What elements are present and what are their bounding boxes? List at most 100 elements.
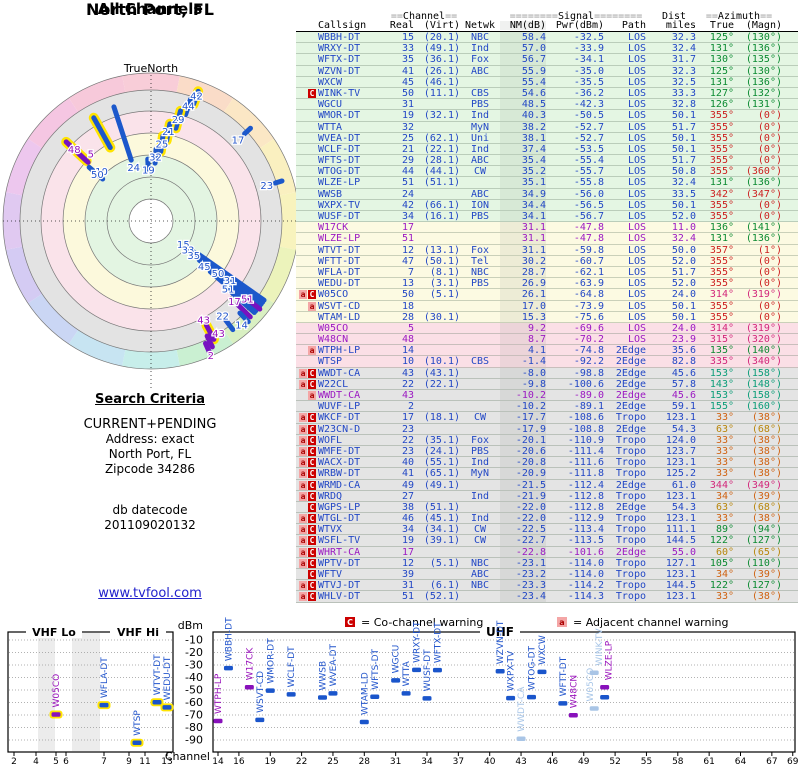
station-label-group: W17CK: [245, 647, 255, 681]
cell-callsign[interactable]: WRDQ: [318, 490, 343, 502]
cell-path: LOS: [627, 266, 646, 278]
cell-callsign[interactable]: WHLV-DT: [318, 591, 361, 603]
cell-callsign[interactable]: WMOR-DT: [318, 110, 361, 122]
cell-callsign[interactable]: WEDU-DT: [318, 278, 361, 290]
cell-callsign[interactable]: WZVN-DT: [318, 65, 361, 77]
table-row: WUSF-DT 34 (16.1) PBS 34.1 -56.7 LOS 52.0 355° (0…: [296, 211, 798, 223]
cell-callsign[interactable]: WSVT-CD: [318, 300, 361, 312]
cell-callsign[interactable]: W05CO: [318, 289, 349, 301]
cell-power-dbm: -114.0: [567, 557, 604, 569]
cell-callsign[interactable]: WPTV-DT: [318, 557, 361, 569]
cell-power-dbm: -32.5: [573, 32, 604, 43]
cell-azimuth-magnetic: (349°): [745, 479, 782, 491]
cell-callsign[interactable]: WFTT-DT: [318, 255, 361, 267]
cell-callsign[interactable]: WUVF-LP: [318, 401, 361, 413]
table-row: WGCU 31 PBS 48.5 -42.3 LOS 32.8 126° (131°): [296, 99, 798, 111]
cell-warning-marks: a: [296, 301, 318, 311]
cell-callsign[interactable]: WTGL-DT: [318, 513, 361, 525]
cell-callsign[interactable]: WHRT-CA: [318, 546, 361, 558]
cell-azimuth-magnetic: (160°): [745, 401, 782, 413]
cell-network: CBS: [470, 87, 490, 99]
cell-callsign[interactable]: WLZE-LP: [318, 177, 361, 189]
cell-callsign[interactable]: WKCF-DT: [318, 412, 361, 424]
search-mode: CURRENT+PENDING: [83, 417, 217, 432]
table-row: WCLF-DT 21 (22.1) Ind 37.4 -53.5 LOS 50.1 355° (0…: [296, 143, 798, 156]
cell-callsign[interactable]: WTVJ-DT: [318, 580, 361, 592]
cell-callsign[interactable]: WFTV: [318, 569, 343, 580]
adjacent-legend-text: = Adjacent channel warning: [573, 616, 729, 629]
cell-callsign[interactable]: WINK-TV: [318, 87, 361, 99]
adjacent-channel-warning-badge: a: [299, 480, 307, 490]
cell-callsign[interactable]: WRBW-DT: [318, 468, 361, 480]
cell-callsign[interactable]: WVEA-DT: [318, 132, 361, 144]
station-signal-bar: [558, 701, 568, 706]
table-row: a C WWDT-CA 43 (43.1) -8.0 -98.8 2Edge 45.6 153° (…: [296, 367, 798, 379]
cell-callsign[interactable]: WRXY-DT: [318, 43, 361, 55]
cell-callsign[interactable]: WRMD-CA: [318, 479, 361, 491]
station-signal-bar: [537, 669, 547, 675]
cell-callsign[interactable]: WFTX-DT: [318, 54, 361, 66]
channel-tick-label: 34: [421, 757, 433, 767]
table-row: WMOR-DT 19 (32.1) Ind 40.3 -50.5 LOS 50.1 355° (0…: [296, 110, 798, 122]
cell-callsign[interactable]: WCLF-DT: [318, 143, 361, 155]
cell-callsign[interactable]: WFTS-DT: [318, 155, 361, 167]
cell-real-channel: 15: [401, 32, 414, 43]
cell-power-dbm: -98.8: [573, 367, 604, 379]
channel-tick-label: 11: [139, 757, 150, 767]
cell-real-channel: 44: [401, 166, 414, 178]
cell-distance-miles: 52.0: [671, 211, 696, 222]
tvfool-link[interactable]: www.tvfool.com: [98, 586, 202, 601]
cell-power-dbm: -113.4: [567, 524, 604, 536]
cell-callsign[interactable]: WTTA: [318, 121, 343, 133]
cell-callsign[interactable]: WBBH-DT: [318, 32, 361, 43]
cell-callsign[interactable]: WWDT-CA: [318, 390, 361, 401]
cell-callsign[interactable]: WWSB: [318, 188, 343, 200]
cell-callsign[interactable]: WFLA-DT: [318, 266, 361, 278]
cell-callsign[interactable]: WGCU: [318, 99, 343, 111]
channel-tick-label: 13: [161, 757, 172, 767]
cell-callsign[interactable]: WXCW: [318, 76, 343, 88]
cell-callsign[interactable]: W05CO: [318, 322, 349, 334]
cell-callsign[interactable]: WTAM-LD: [318, 311, 361, 323]
cell-callsign[interactable]: WACX-DT: [318, 457, 361, 469]
adjacent-channel-warning-badge: a: [308, 301, 316, 311]
cell-callsign[interactable]: W17CK: [318, 222, 349, 234]
cell-callsign[interactable]: WWDT-CA: [318, 367, 361, 379]
cell-callsign[interactable]: WGPS-LP: [318, 501, 361, 513]
cell-power-dbm: -55.4: [573, 155, 604, 167]
cell-path: Tropo: [615, 524, 646, 536]
station-signal-bar: [265, 688, 275, 693]
cell-azimuth-magnetic: (135°): [745, 54, 782, 66]
cell-callsign[interactable]: WOFL: [318, 434, 343, 446]
station-signal-label: WFTT-DT: [559, 656, 569, 696]
adjacent-channel-warning-badge: a: [299, 435, 307, 445]
cell-callsign[interactable]: WTVX: [318, 524, 343, 536]
cell-virtual-channel: (11.1): [423, 87, 460, 99]
cell-distance-miles: 127.1: [665, 557, 696, 569]
cell-warning-marks: C: [296, 88, 318, 98]
table-row: WFTS-DT 29 (28.1) ABC 35.4 -55.4 LOS 51.7 355° (0…: [296, 155, 798, 167]
cell-callsign[interactable]: WUSF-DT: [318, 211, 361, 222]
cell-nm-db: 34.1: [500, 211, 546, 222]
cell-callsign[interactable]: WTPH-LP: [318, 345, 361, 357]
cell-callsign[interactable]: WMFE-DT: [318, 445, 361, 457]
cell-azimuth-true: 344°: [709, 479, 734, 491]
cell-path: 2Edge: [615, 356, 646, 368]
cell-callsign[interactable]: WLZE-LP: [318, 233, 361, 245]
cell-path: Tropo: [615, 457, 646, 469]
station-bar: [242, 125, 253, 137]
cell-callsign[interactable]: WXPX-TV: [318, 199, 361, 211]
channel-tick-label: 14: [212, 757, 224, 767]
cell-callsign[interactable]: W48CN: [318, 334, 349, 346]
cell-callsign[interactable]: WTVT-DT: [318, 244, 361, 256]
cell-callsign[interactable]: WTSP: [318, 356, 343, 368]
cell-callsign[interactable]: W22CL: [318, 378, 349, 390]
cell-callsign[interactable]: WTOG-DT: [318, 166, 361, 178]
cell-callsign[interactable]: W23CN-D: [318, 423, 361, 435]
station-signal-label: WTAM-LD: [360, 672, 370, 715]
cell-callsign[interactable]: WSFL-TV: [318, 535, 361, 547]
cell-warning-marks: [296, 122, 318, 132]
cell-power-dbm: -33.9: [573, 43, 604, 55]
adjacent-channel-warning-badge: a: [299, 536, 307, 546]
